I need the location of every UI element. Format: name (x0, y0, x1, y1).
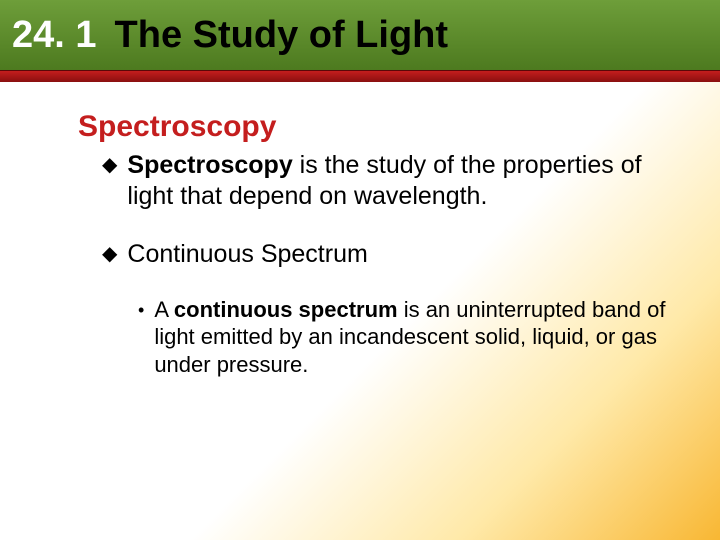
bullet-text: Spectroscopy is the study of the propert… (127, 150, 670, 213)
bullet-level2: • A continuous spectrum is an uninterrup… (138, 296, 670, 379)
section-number: 24. 1 (12, 14, 97, 57)
diamond-bullet-icon: ◆ (102, 239, 117, 269)
bullet-bold-lead: Spectroscopy (127, 151, 292, 179)
bullet-text: Continuous Spectrum (127, 239, 367, 270)
diamond-bullet-icon: ◆ (102, 150, 117, 180)
sub-pre: A (154, 297, 174, 322)
bullet-level1: ◆ Continuous Spectrum (102, 239, 670, 270)
slide-header: 24. 1 The Study of Light (0, 0, 720, 82)
topic-heading: Spectroscopy (78, 110, 670, 144)
bullet-level1: ◆ Spectroscopy is the study of the prope… (102, 150, 670, 213)
header-green-bar: 24. 1 The Study of Light (0, 0, 720, 70)
section-title: The Study of Light (115, 14, 449, 57)
dot-bullet-icon: • (138, 296, 144, 324)
bullet-rest: Continuous Spectrum (127, 240, 367, 268)
slide-body: Spectroscopy ◆ Spectroscopy is the study… (0, 82, 720, 540)
header-red-bar (0, 70, 720, 82)
sub-bullet-text: A continuous spectrum is an uninterrupte… (154, 296, 670, 379)
sub-bold: continuous spectrum (174, 297, 398, 322)
